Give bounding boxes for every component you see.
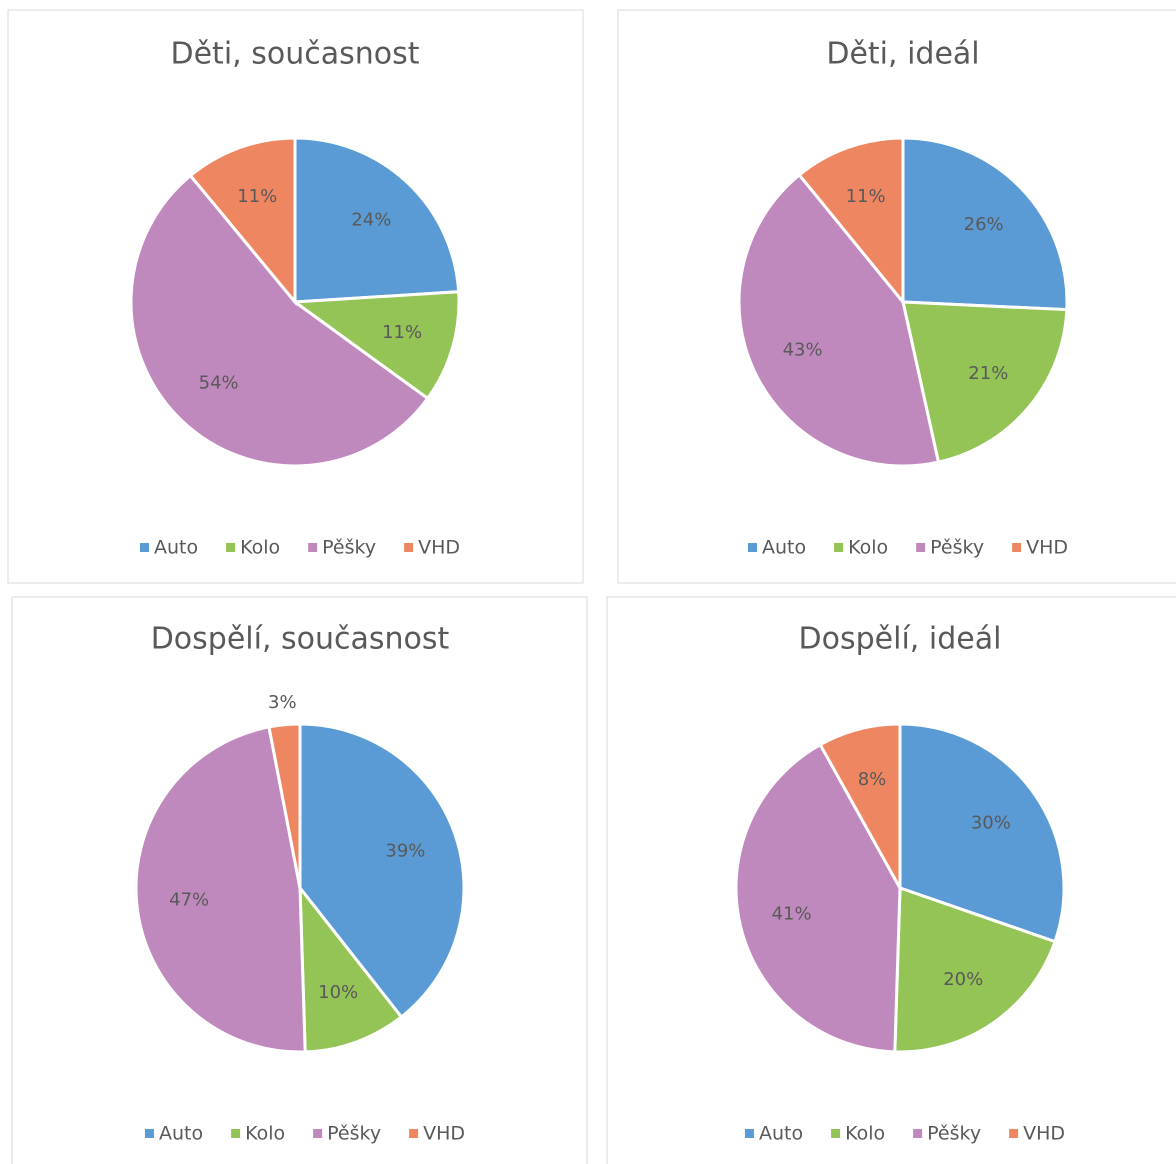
legend-marker	[139, 543, 149, 552]
data-label: 24%	[351, 210, 391, 231]
legend-label: VHD	[1026, 537, 1068, 559]
pie-slice	[901, 136, 1069, 312]
pie-slice	[898, 722, 1066, 944]
legend-marker	[916, 543, 926, 552]
pie-slice	[818, 722, 902, 894]
legend-marker	[1009, 1129, 1019, 1138]
pie-slice	[901, 300, 1069, 464]
legend-label: VHD	[423, 1123, 465, 1145]
legend-marker	[913, 1129, 923, 1138]
legend-marker	[747, 543, 757, 552]
legend-label: VHD	[418, 537, 460, 559]
legend-label: Kolo	[245, 1123, 285, 1145]
legend-marker	[1012, 543, 1022, 552]
legend-label: Pěšky	[927, 1123, 981, 1145]
legend-label: Pěšky	[930, 537, 984, 559]
pie-slice	[893, 885, 1057, 1054]
legend-label: Pěšky	[327, 1123, 381, 1145]
data-label: 11%	[382, 322, 422, 343]
legend-label: Auto	[154, 537, 198, 559]
data-label: 41%	[772, 903, 812, 924]
data-label: 54%	[199, 372, 239, 393]
data-label: 11%	[237, 186, 277, 207]
data-label: 11%	[846, 186, 886, 207]
pie-slice	[290, 290, 461, 401]
data-label: 43%	[783, 340, 823, 361]
data-label: 26%	[964, 214, 1004, 235]
legend-marker	[409, 1129, 419, 1138]
legend-label: Kolo	[240, 537, 280, 559]
data-label: 10%	[318, 982, 358, 1003]
pie-slice	[267, 722, 302, 889]
data-label: 30%	[971, 812, 1011, 833]
pie-slice	[129, 173, 430, 468]
legend-label: Auto	[759, 1123, 803, 1145]
legend-marker	[308, 543, 318, 552]
legend-marker	[404, 543, 414, 552]
data-label: 3%	[268, 692, 297, 713]
pie-slice	[188, 136, 297, 307]
legend-label: Kolo	[848, 537, 888, 559]
legend-marker	[144, 1129, 154, 1138]
pie-slice	[737, 172, 941, 468]
pie-slice	[298, 883, 404, 1054]
pie-slice	[293, 136, 461, 304]
data-label: 21%	[968, 363, 1008, 384]
legend-marker	[831, 1129, 841, 1138]
chart-title: Děti, ideál	[826, 37, 979, 72]
legend-label: Auto	[762, 537, 806, 559]
data-label: 39%	[385, 841, 425, 862]
legend-label: VHD	[1023, 1123, 1065, 1145]
legend-marker	[231, 1129, 241, 1138]
chart-title: Děti, současnost	[171, 37, 420, 72]
data-label: 47%	[169, 889, 209, 910]
legend-marker	[313, 1129, 323, 1138]
legend-marker	[834, 543, 844, 552]
pie-slice	[134, 725, 307, 1054]
legend-marker	[226, 543, 236, 552]
pie-slice	[797, 136, 905, 307]
chart-title: Dospělí, ideál	[799, 622, 1002, 657]
legend-label: Kolo	[845, 1123, 885, 1145]
data-label: 20%	[943, 969, 983, 990]
pie-slice	[298, 722, 466, 1020]
chart-title: Dospělí, současnost	[151, 622, 450, 657]
legend-label: Pěšky	[322, 537, 376, 559]
pie-slice	[734, 742, 902, 1054]
legend-label: Auto	[159, 1123, 203, 1145]
legend-marker	[744, 1129, 754, 1138]
data-label: 8%	[858, 769, 887, 790]
